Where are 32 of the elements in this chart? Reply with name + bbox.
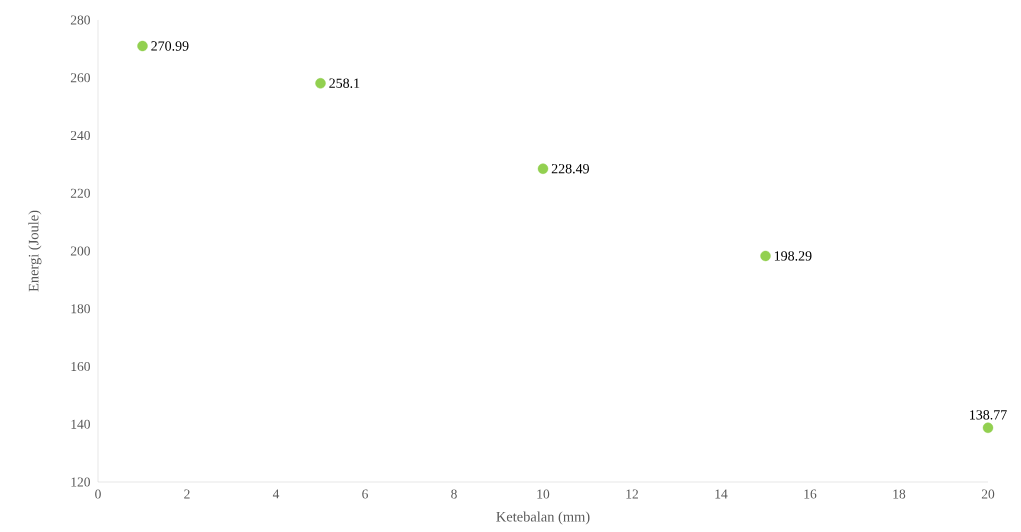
x-tick-label: 2	[184, 489, 190, 499]
point	[137, 40, 148, 52]
x-tick-label: 6	[362, 489, 368, 499]
x-tick-label: 18	[893, 489, 906, 499]
y-tick-label: 160	[71, 361, 90, 372]
point	[760, 250, 771, 262]
x-tick-label: 4	[272, 489, 280, 499]
y-tick-label: 180	[71, 304, 90, 314]
x-tick-label: 12	[626, 489, 638, 499]
data-label: 138.77	[970, 410, 1007, 420]
data-label: 258.1	[329, 78, 360, 88]
y-tick-label: 280	[70, 15, 90, 25]
x-tick-label: 16	[804, 489, 817, 499]
x-tick-label: 20	[981, 489, 995, 499]
y-tick-label: 260	[70, 73, 90, 83]
x-tick-label: 10	[537, 489, 550, 499]
y-axis-title: Energi (Joule)	[28, 210, 42, 292]
y-tick-label: 120	[71, 477, 90, 487]
y-tick-label: 200	[70, 246, 90, 256]
x-axis-title: Ketebalan (mm)	[496, 511, 590, 525]
x-tick-label: 8	[451, 489, 457, 499]
point	[982, 422, 994, 433]
y-tick-label: 220	[70, 188, 90, 198]
data-label: 198.29	[774, 251, 812, 261]
y-tick-label: 140	[71, 419, 90, 429]
point	[537, 163, 549, 174]
point	[315, 78, 326, 89]
data-label: 228.49	[551, 163, 589, 174]
x-tick-label: 14	[715, 489, 728, 499]
y-tick-label: 240	[70, 130, 90, 141]
data-label: 270.99	[151, 41, 189, 51]
x-tick-label: 0	[95, 489, 101, 499]
